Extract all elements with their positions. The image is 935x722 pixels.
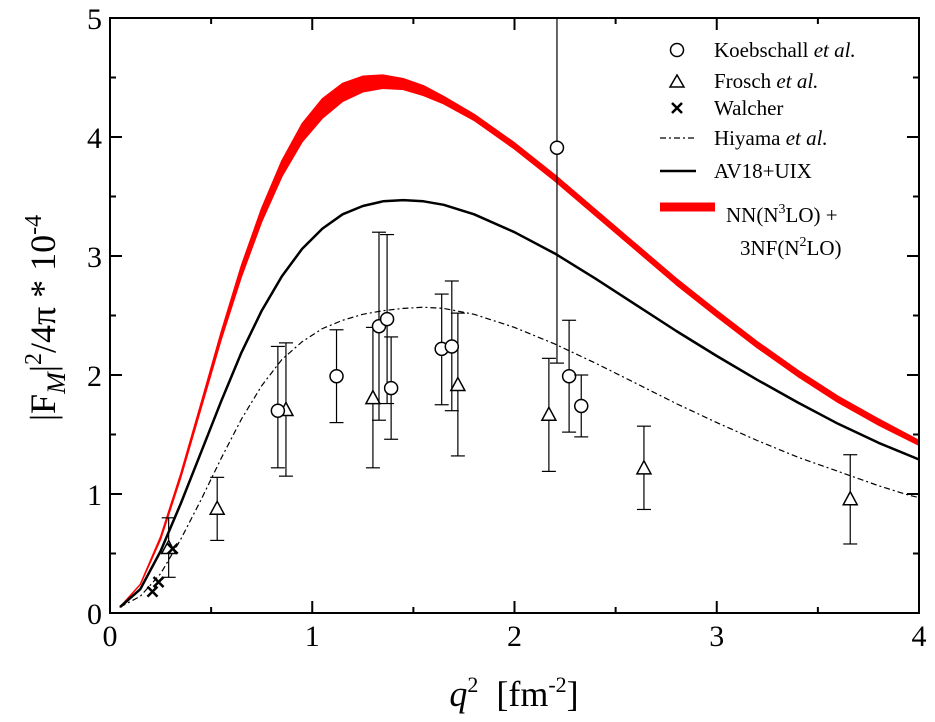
y-tick-label: 1 — [87, 479, 102, 512]
x-tick-label: 1 — [305, 620, 320, 653]
legend-walcher-marker — [671, 102, 683, 114]
y-axis-post: /4π * 10 — [23, 235, 63, 353]
frosch-point — [364, 389, 382, 405]
legend-av18-label: AV18+UIX — [714, 159, 812, 183]
plot-area — [119, 18, 920, 608]
legend-hiyama-label: Hiyama et al. — [714, 126, 828, 150]
y-tick-label: 4 — [87, 122, 102, 155]
axis-ticks: 0 1 2 3 4 0 1 2 3 4 5 — [87, 3, 927, 653]
x-tick-label: 2 — [507, 620, 522, 653]
koebschall-point — [383, 380, 399, 396]
walcher-point — [152, 576, 165, 588]
x-tick-label: 0 — [103, 620, 118, 653]
frosch-point — [841, 490, 859, 506]
koebschall-point — [379, 311, 395, 327]
legend: Koebschall et al. Frosch et al. Walcher … — [660, 38, 856, 260]
y-tick-label: 3 — [87, 241, 102, 274]
koebschall-point — [270, 403, 286, 418]
y-axis-sub: M — [42, 371, 71, 395]
series-chiral-band — [119, 74, 920, 608]
legend-koebschall-marker — [669, 42, 685, 58]
x-axis-unit-close: ] — [567, 674, 579, 714]
y-axis-exp: -4 — [21, 215, 47, 235]
y-tick-label: 0 — [87, 598, 102, 631]
series-hiyama-line — [119, 306, 920, 608]
x-axis-title: q2 [fm-2] — [449, 672, 578, 714]
koebschall-point — [549, 140, 565, 155]
y-axis-mid: | — [23, 365, 63, 372]
y-axis-title: |FM|2/4π * 10-4 — [21, 215, 71, 421]
plot-frame — [109, 17, 920, 614]
series-av18-line — [119, 198, 920, 608]
y-tick-label: 2 — [87, 360, 102, 393]
x-tick-label: 3 — [709, 620, 724, 653]
koebschall-point — [444, 339, 460, 354]
frosch-point — [540, 405, 558, 422]
legend-frosch-label: Frosch et al. — [714, 69, 818, 93]
legend-koebschall-label: Koebschall et al. — [714, 38, 856, 62]
x-axis-var: q — [449, 674, 467, 714]
koebschall-point — [573, 398, 589, 414]
legend-chiral-label-2: 3NF(N2LO) — [740, 235, 842, 260]
y-tick-label: 5 — [87, 3, 102, 36]
frosch-point — [635, 459, 653, 475]
walcher-point — [166, 542, 179, 555]
koebschall-point — [561, 368, 577, 384]
legend-frosch-marker — [668, 73, 686, 88]
frosch-point — [208, 499, 226, 516]
x-axis-var-exp: 2 — [467, 672, 478, 697]
walcher-point — [146, 585, 159, 598]
legend-chiral-label-1: NN(N3LO) + — [726, 202, 838, 227]
koebschall-point — [329, 368, 344, 384]
legend-walcher-label: Walcher — [714, 96, 783, 120]
frosch-point — [449, 375, 467, 392]
x-axis-unit-exp: -2 — [548, 672, 566, 697]
x-tick-label: 4 — [912, 620, 927, 653]
x-axis-unit: [fm — [478, 674, 548, 714]
y-axis-sup: 2 — [21, 353, 47, 365]
y-axis-pre: |F — [23, 394, 63, 421]
